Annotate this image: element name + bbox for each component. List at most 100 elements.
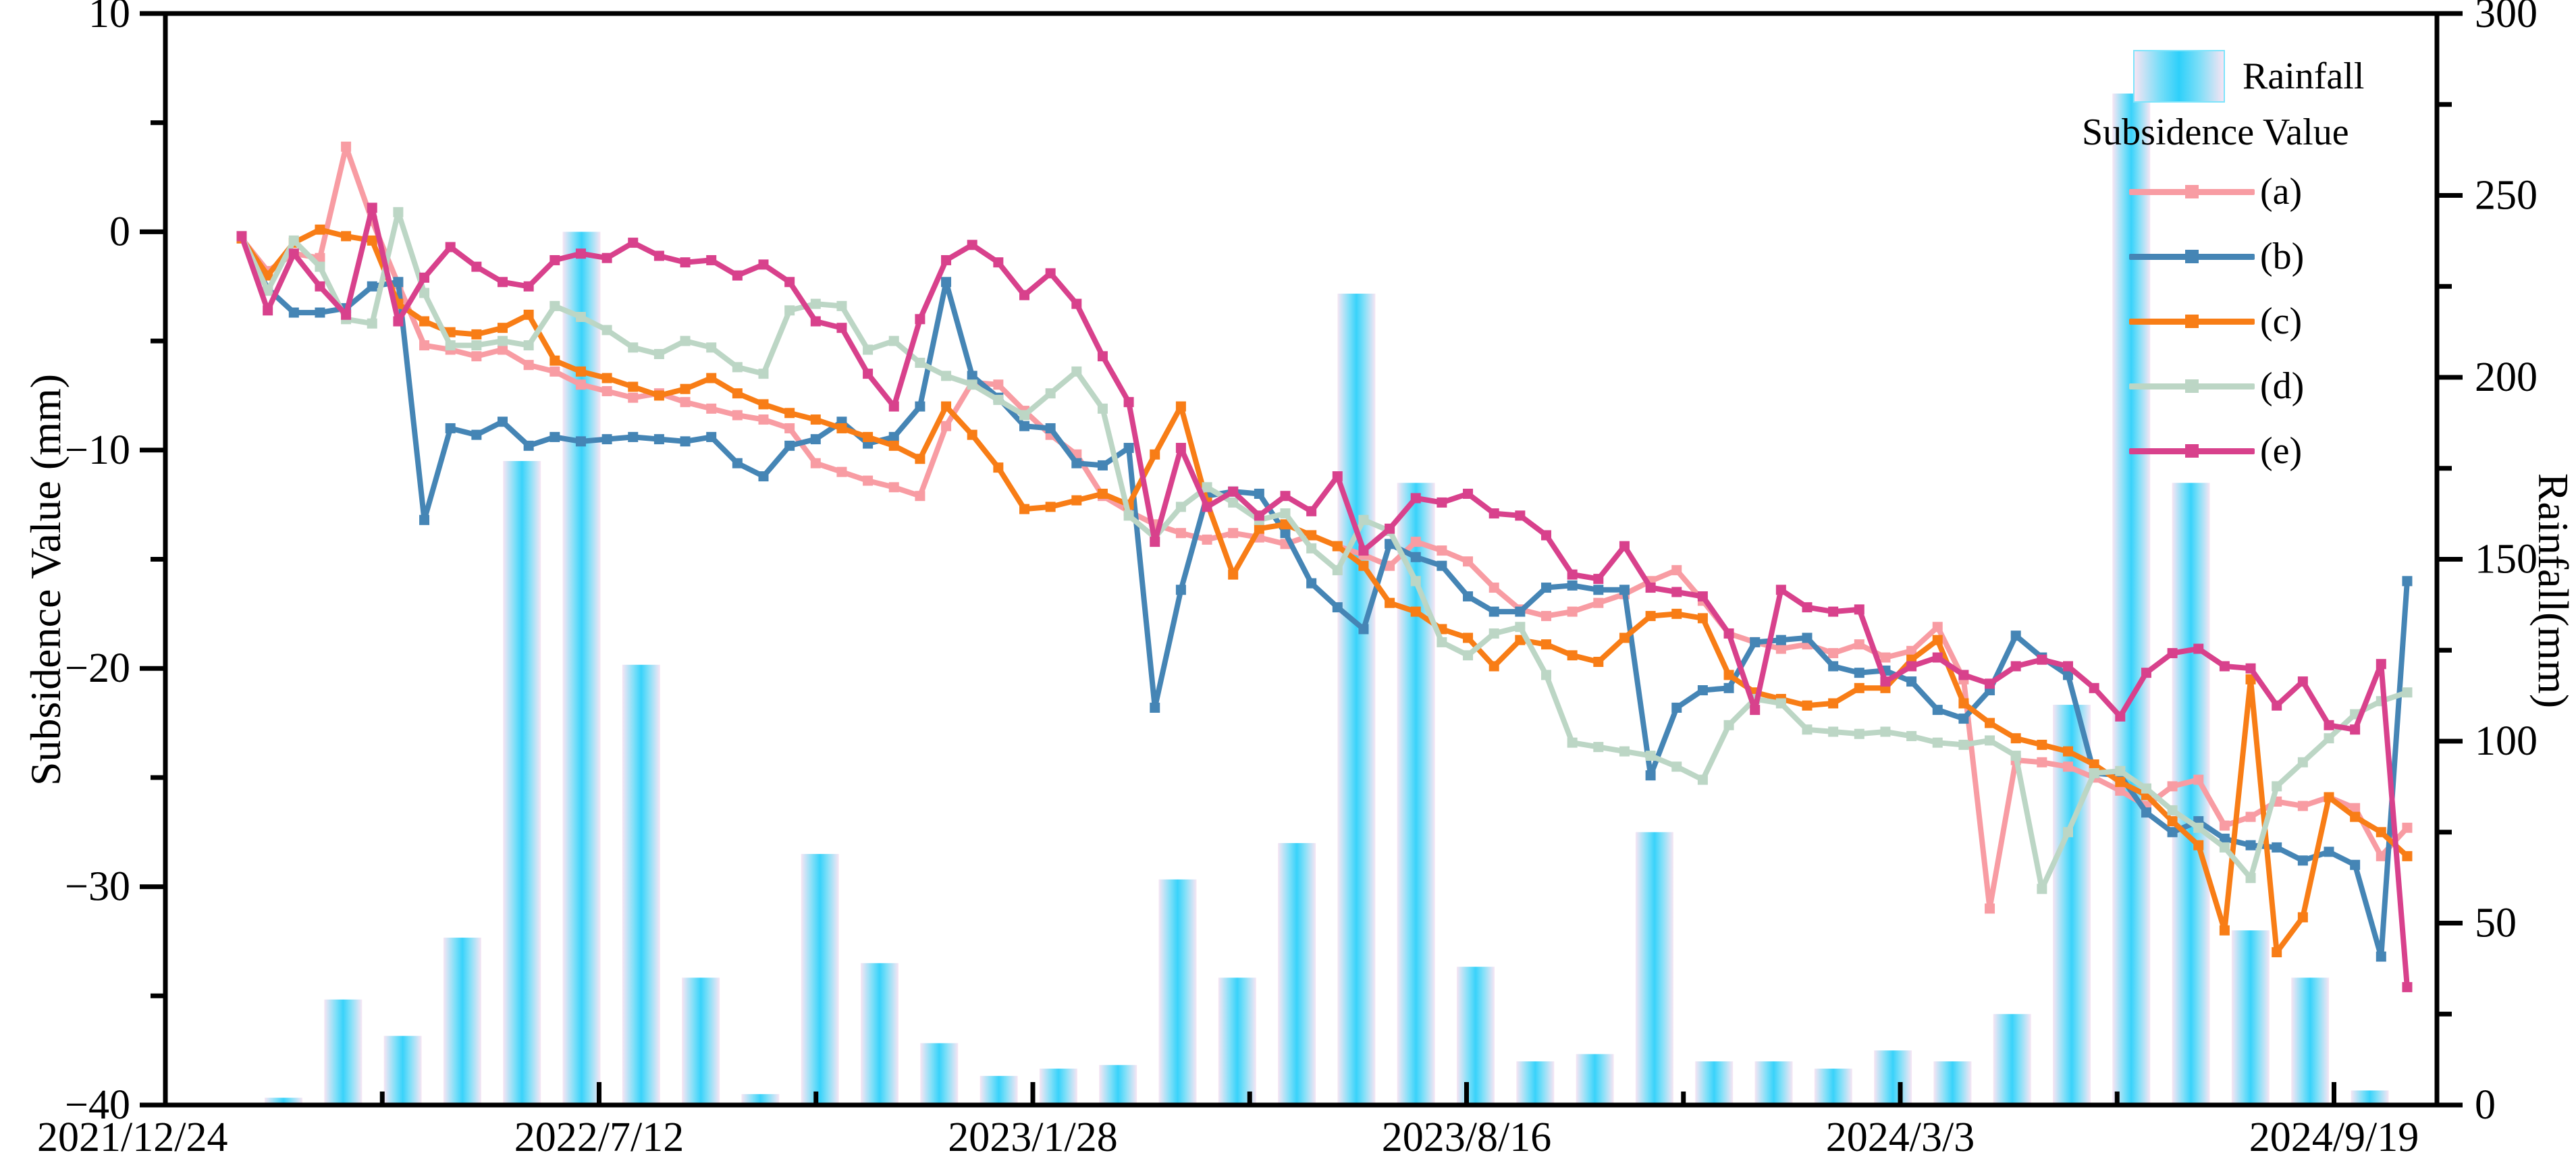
rainfall-bar-2022/4 — [443, 938, 481, 1105]
series-marker — [2193, 822, 2204, 833]
series-marker — [2037, 654, 2047, 665]
series-marker — [1488, 583, 1499, 593]
series-marker — [1437, 545, 1447, 556]
series-marker — [2167, 781, 2178, 792]
legend-item-b: (b) — [2079, 224, 2403, 289]
series-marker — [1828, 698, 1839, 709]
series-marker — [2219, 925, 2230, 936]
series-marker — [575, 379, 586, 390]
series-marker — [471, 351, 482, 362]
series-marker — [2010, 733, 2021, 744]
series-marker — [888, 431, 899, 442]
series-marker — [1880, 676, 1891, 687]
series-marker — [758, 399, 769, 410]
series-marker — [1958, 670, 1969, 680]
series-marker — [1750, 705, 1761, 716]
series-marker — [2376, 851, 2386, 861]
series-marker — [732, 388, 743, 399]
legend-marker-icon — [2185, 185, 2199, 198]
series-marker — [653, 250, 664, 261]
series-marker — [1958, 739, 1969, 750]
series-marker — [601, 325, 612, 335]
series-marker — [1280, 519, 1291, 530]
series-marker — [1619, 541, 1630, 551]
legend-marker-icon — [2185, 379, 2199, 393]
series-marker — [2297, 676, 2308, 687]
rainfall-bar-2024/2 — [1754, 1061, 1793, 1105]
legend-item-label: (e) — [2260, 430, 2303, 472]
series-marker — [2245, 811, 2256, 822]
series-marker — [1775, 585, 1786, 595]
series-marker — [915, 357, 925, 368]
series-marker — [1541, 583, 1551, 593]
series-marker — [888, 482, 899, 493]
series-marker — [288, 307, 299, 318]
series-marker — [263, 270, 273, 281]
series-marker — [2141, 668, 2151, 678]
series-marker — [236, 231, 247, 242]
series-marker — [784, 305, 795, 316]
series-marker — [1097, 488, 1108, 499]
series-marker — [993, 462, 1004, 473]
right-tick-label: 250 — [2475, 173, 2538, 219]
series-marker — [2063, 761, 2073, 772]
series-marker — [1958, 698, 1969, 709]
series-marker — [732, 410, 743, 421]
series-marker — [2115, 776, 2126, 787]
series-marker — [419, 340, 430, 351]
series-marker — [1802, 700, 1813, 711]
series-marker — [758, 414, 769, 425]
series-marker — [445, 423, 456, 433]
series-marker — [1645, 770, 1656, 781]
series-marker — [863, 475, 874, 486]
series-marker — [1437, 497, 1447, 508]
series-marker — [732, 458, 743, 468]
rainfall-bar-2024/8 — [2112, 93, 2151, 1106]
series-marker — [1802, 633, 1813, 643]
rainfall-bar-2023/1 — [980, 1075, 1018, 1105]
series-marker — [367, 203, 377, 213]
series-marker — [810, 414, 821, 425]
series-marker — [2272, 781, 2282, 792]
series-marker — [1228, 528, 1239, 539]
series-marker — [471, 261, 482, 272]
series-marker — [653, 390, 664, 401]
series-marker — [575, 248, 586, 259]
series-marker — [863, 369, 874, 379]
series-marker — [628, 381, 639, 392]
series-marker — [1254, 523, 1264, 534]
series-marker — [1228, 497, 1239, 508]
series-marker — [784, 277, 795, 288]
series-marker — [941, 254, 952, 265]
series-marker — [393, 316, 404, 327]
series-marker — [1671, 587, 1682, 597]
series-marker — [1697, 591, 1708, 601]
series-marker — [2350, 859, 2361, 870]
series-marker — [1828, 648, 1839, 659]
series-marker — [498, 335, 508, 346]
series-marker — [967, 379, 977, 390]
series-marker — [2324, 720, 2334, 730]
x-tick-label: 2024/9/19 — [2249, 1114, 2419, 1157]
series-marker — [1515, 606, 1526, 617]
rainfall-bar-2024/10 — [2231, 930, 2270, 1105]
rainfall-bar-2023/4 — [1158, 879, 1197, 1105]
series-marker — [1854, 728, 1864, 739]
series-marker — [1488, 606, 1499, 617]
series-marker — [1723, 720, 1734, 730]
left-tick-label: −40 — [65, 1082, 130, 1128]
series-marker — [1775, 635, 1786, 645]
series-marker — [1306, 530, 1317, 541]
series-marker — [1175, 585, 1186, 595]
series-marker — [2037, 739, 2047, 750]
series-marker — [1410, 606, 1421, 617]
series-marker — [2272, 842, 2282, 853]
series-marker — [2297, 757, 2308, 768]
series-marker — [1567, 737, 1578, 748]
legend-line-sample-icon — [2129, 444, 2255, 458]
legend-item-label: (a) — [2260, 171, 2303, 213]
series-marker — [1567, 650, 1578, 661]
series-marker — [1175, 401, 1186, 412]
rainfall-bar-2024/1 — [1695, 1061, 1734, 1105]
series-marker — [1228, 569, 1239, 580]
